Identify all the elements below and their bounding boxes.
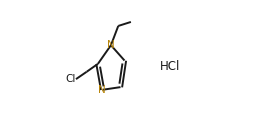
Text: HCl: HCl (160, 60, 181, 73)
Text: N: N (107, 40, 115, 50)
Text: Cl: Cl (65, 74, 75, 84)
Text: N: N (98, 85, 106, 95)
